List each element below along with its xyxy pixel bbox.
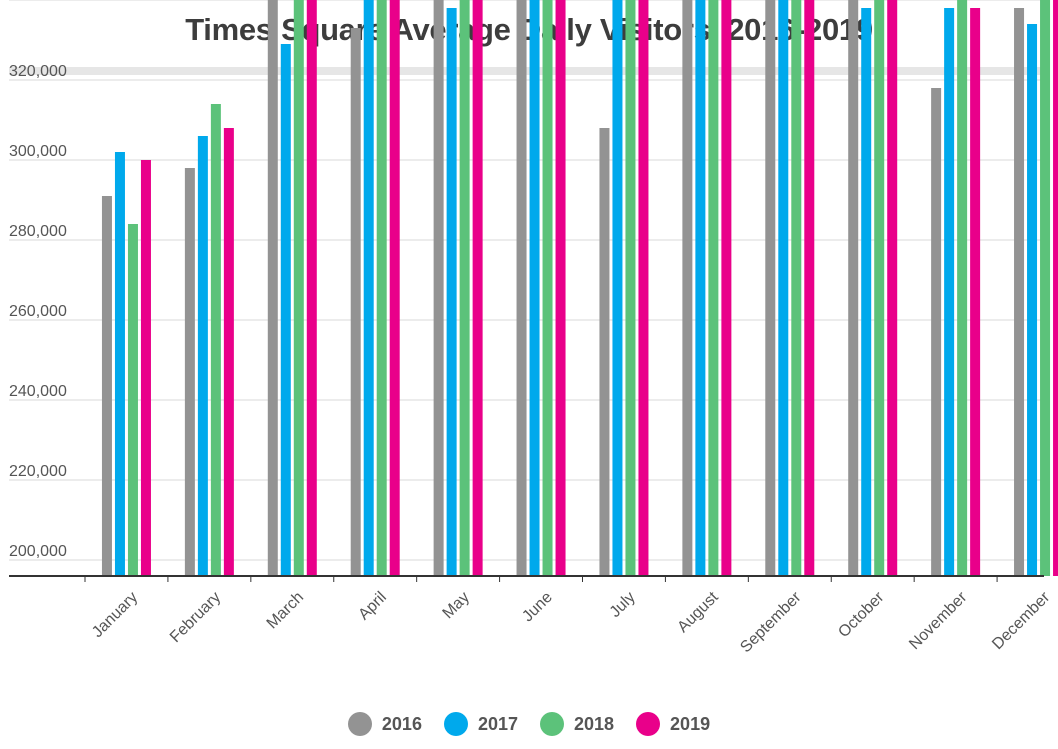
bars [101, 0, 1058, 576]
bar-2019-june [555, 0, 566, 576]
bar-2017-december [1027, 24, 1038, 576]
bar-2017-january [114, 152, 125, 576]
legend-swatch [443, 712, 468, 736]
bar-2018-march [293, 0, 304, 576]
x-axis [9, 575, 1044, 582]
y-tick-label: 300,000 [9, 143, 67, 160]
bar-2017-april [363, 0, 374, 576]
bar-2018-may [459, 0, 470, 576]
x-axis-labels: January February March April May June July Augu… [89, 588, 1054, 656]
bar-2019-december [1053, 0, 1058, 576]
bar-2017-june [529, 0, 540, 576]
x-tick-label: February [167, 589, 224, 646]
bar-2018-december [1040, 0, 1051, 576]
bar-2019-november [970, 8, 981, 576]
bar-2019-march [306, 0, 317, 576]
bar-2017-october [861, 8, 872, 576]
bar-2016-june [516, 0, 527, 576]
bar-2019-may [472, 0, 483, 576]
bar-2018-july [625, 0, 636, 576]
x-tick-label: August [674, 588, 722, 636]
bar-2016-july [599, 128, 610, 576]
y-tick-label: 200,000 [9, 543, 67, 560]
bar-2017-august [695, 0, 706, 576]
y-tick-label: 260,000 [9, 303, 67, 320]
bar-2019-july [638, 0, 649, 576]
x-tick-label: November [906, 588, 971, 653]
bar-2018-february [210, 104, 221, 576]
bar-2018-august [708, 0, 719, 576]
bar-2019-january [140, 160, 151, 576]
x-tick-label: April [355, 589, 390, 624]
y-tick-label: 280,000 [9, 223, 67, 240]
bar-2016-may [433, 0, 444, 576]
bar-2016-december [1014, 8, 1025, 576]
x-tick-label: January [89, 589, 141, 641]
legend-label: 2018 [574, 713, 615, 734]
x-tick-label: July [607, 589, 639, 621]
legend-item-2016: 2016 [347, 712, 422, 736]
bar-2016-november [931, 88, 942, 576]
bar-2016-april [350, 28, 361, 576]
y-tick-label: 220,000 [9, 463, 67, 480]
legend-item-2018: 2018 [540, 712, 614, 736]
bar-2019-august [721, 0, 732, 576]
bar-2018-october [874, 0, 885, 576]
bar-2017-february [197, 136, 208, 576]
x-tick-label: May [440, 589, 473, 622]
y-axis-labels: 200,000 220,000 240,000 260,000 280,000 300,0… [9, 63, 67, 560]
bar-2018-june [542, 0, 553, 576]
bar-2016-september [765, 0, 776, 576]
x-tick-label: September [737, 588, 805, 656]
bar-2018-january [127, 224, 138, 576]
bar-2017-november [944, 8, 955, 576]
bar-2019-september [804, 0, 815, 576]
x-tick-label: June [519, 589, 556, 626]
bar-2019-april [389, 0, 400, 576]
legend-label: 2019 [670, 713, 711, 734]
legend: 2016 2017 2018 2019 [0, 712, 1058, 736]
bar-2018-september [791, 0, 802, 576]
bar-2016-august [682, 0, 693, 576]
legend-item-2017: 2017 [443, 712, 518, 736]
legend-swatch [347, 712, 372, 736]
bar-2016-march [267, 0, 278, 576]
bar-2017-september [778, 0, 789, 576]
x-tick-label: March [264, 589, 307, 632]
y-tick-label: 320,000 [9, 63, 67, 80]
bar-2018-november [957, 0, 968, 576]
bar-2016-february [184, 168, 195, 576]
y-tick-label: 240,000 [9, 383, 67, 400]
bar-2019-october [887, 0, 898, 576]
bar-2017-may [446, 8, 457, 576]
bar-2019-february [223, 128, 234, 576]
legend-swatch [540, 712, 564, 736]
bar-2017-march [280, 44, 291, 576]
bar-2017-july [612, 0, 623, 576]
legend-swatch [636, 712, 661, 736]
bar-2016-january [101, 196, 112, 576]
x-tick-label: December [989, 588, 1054, 653]
legend-label: 2016 [381, 713, 422, 734]
x-tick-label: October [835, 588, 888, 641]
bar-2018-april [376, 0, 387, 576]
legend-label: 2017 [477, 713, 518, 734]
bar-2016-october [848, 0, 859, 576]
legend-item-2019: 2019 [636, 712, 710, 736]
